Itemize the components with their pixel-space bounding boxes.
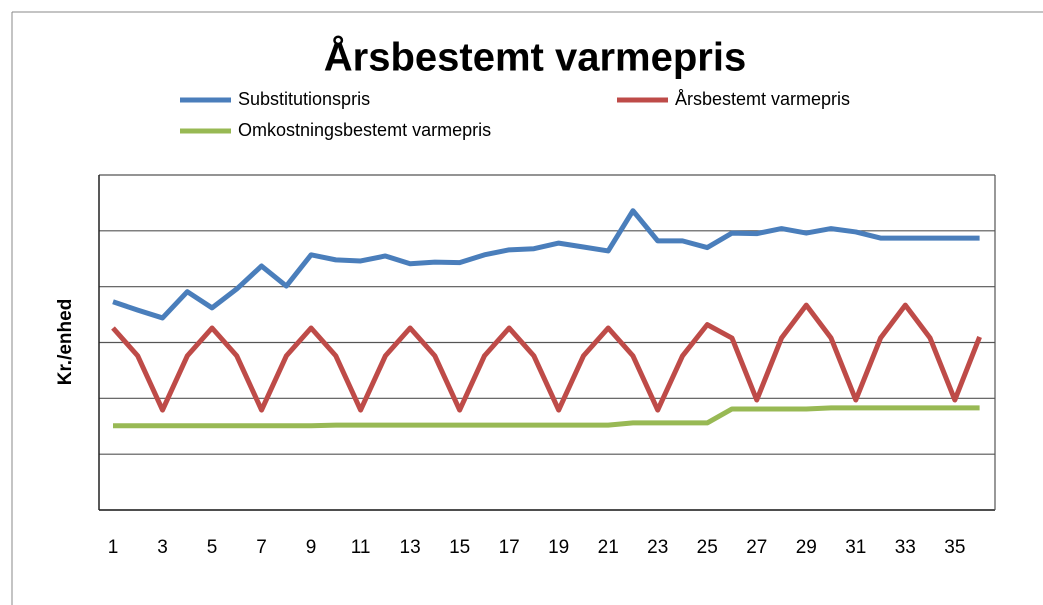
x-tick-label: 19: [548, 537, 569, 558]
x-tick-label: 5: [207, 537, 218, 558]
chart-title: Årsbestemt varmepris: [324, 35, 746, 80]
series-line: [113, 405, 980, 429]
x-tick-label: 25: [697, 537, 718, 558]
x-tick-label: 11: [351, 537, 371, 558]
series-line: [111, 302, 982, 413]
x-tick-label: 21: [598, 537, 619, 558]
legend-label: Omkostningsbestemt varmepris: [238, 120, 491, 140]
x-tick-label: 1: [108, 537, 119, 558]
x-tick-label: 9: [306, 537, 317, 558]
series-line: [112, 208, 980, 321]
x-tick-label: 35: [944, 537, 965, 558]
x-tick-label: 17: [499, 537, 520, 558]
x-tick-label: 13: [400, 537, 421, 558]
y-axis-label: Kr./enhed: [55, 299, 76, 386]
x-tick-label: 27: [746, 537, 767, 558]
x-tick-label: 3: [157, 537, 168, 558]
x-tick-label: 7: [256, 537, 267, 558]
x-tick-label: 23: [647, 537, 668, 558]
x-tick-label: 15: [449, 537, 470, 558]
legend-label: Substitutionspris: [238, 89, 370, 109]
x-tick-label: 31: [845, 537, 866, 558]
legend-label: Årsbestemt varmepris: [675, 89, 850, 109]
x-tick-label: 33: [895, 537, 916, 558]
x-tick-label: 29: [796, 537, 817, 558]
